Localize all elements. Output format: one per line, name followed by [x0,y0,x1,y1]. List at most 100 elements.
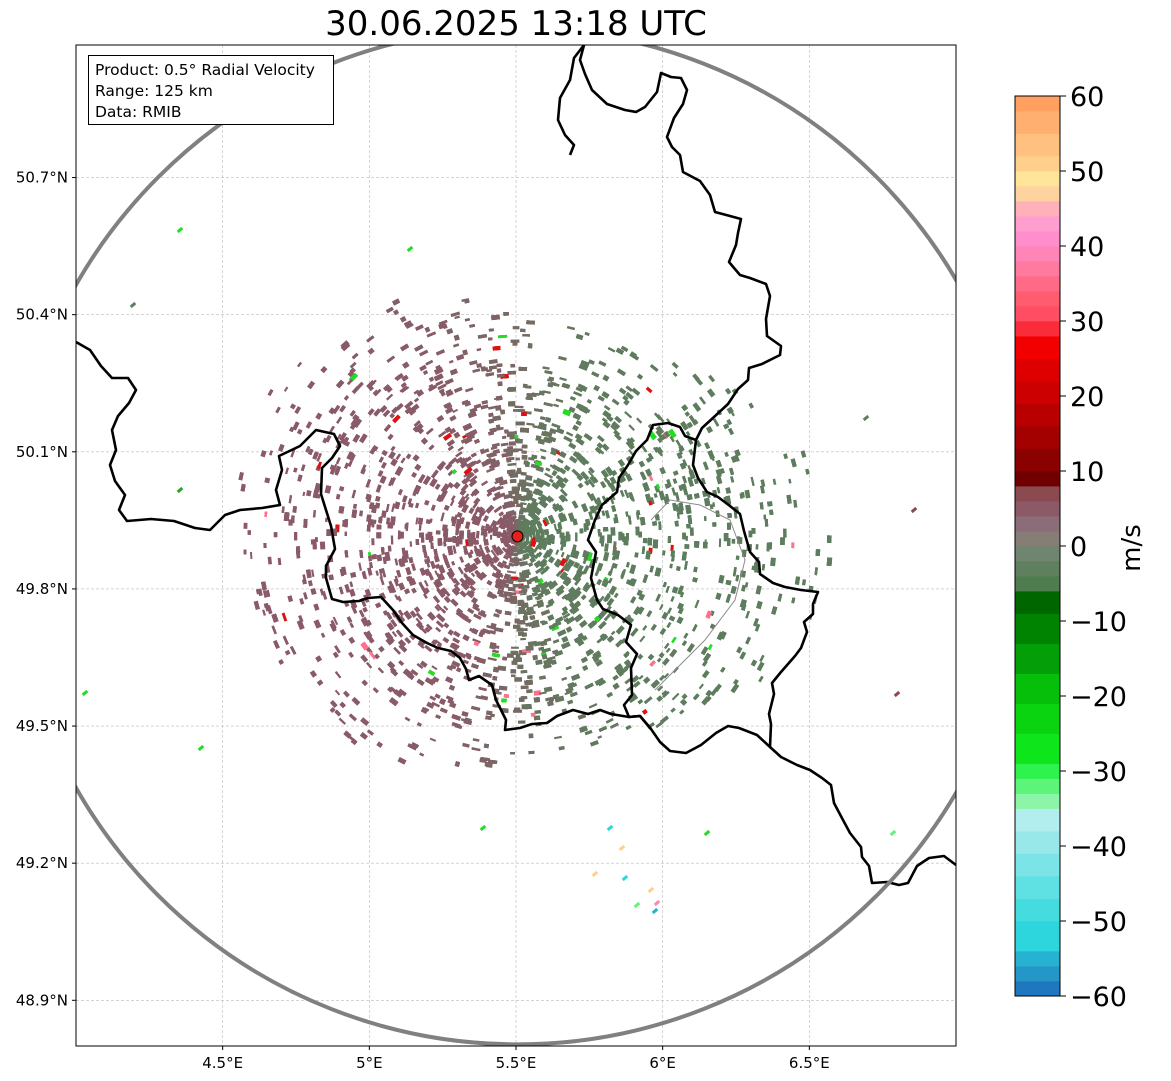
echo-gate [637,606,645,615]
echo-gate [539,494,549,502]
echo-gate [313,603,320,611]
echo-gate [551,469,558,477]
echo-gate [527,640,538,647]
echo-gate [361,679,369,687]
echo-gate [524,474,533,481]
echo-gate [385,386,393,393]
echo-gate [554,559,563,568]
echo-gate [639,635,646,643]
echo-gate [448,427,457,435]
echo-gate [391,503,396,513]
echo-gate [493,505,503,514]
echo-gate [426,562,431,568]
echo-gate [455,451,463,458]
echo-gate [671,692,680,701]
echo-gate [686,421,694,429]
echo-gate [533,505,542,513]
echo-gate [756,661,765,672]
echo-gate [783,453,789,460]
echo-gate [299,598,305,605]
echo-gate [606,534,613,544]
echo-gate [367,408,375,416]
echo-gate [541,620,548,626]
echo-gate [296,361,303,368]
echo-gate [359,510,364,517]
echo-gate [582,583,592,593]
echo-gate [677,585,685,595]
echo-gate [502,512,511,519]
echo-gate [793,499,798,508]
echo-gate [298,614,304,623]
echo-gate [372,687,379,694]
echo-gate [791,542,795,549]
echo-gate [553,523,558,531]
echo-gate [528,733,534,739]
echo-gate [605,717,614,724]
echo-gate [388,580,394,588]
echo-gate [536,577,544,585]
echo-gate [463,471,471,478]
echo-gate [566,325,576,331]
echo-gate [424,644,433,653]
echo-gate [550,625,560,632]
echo-gate [422,593,428,599]
echo-gate [788,478,792,484]
echo-gate [601,417,608,424]
echo-gate [371,538,375,546]
echo-gate [349,361,357,369]
echo-gate [334,689,341,696]
echo-gate [551,659,557,666]
echo-gate [735,555,740,560]
echo-gate [659,627,667,636]
echo-gate [281,612,288,622]
echo-gate [681,693,688,700]
echo-gate [426,701,435,709]
echo-gate [559,557,567,567]
echo-gate [634,552,639,558]
echo-gate [360,654,369,663]
echo-gate [460,461,468,469]
echo-gate [344,583,351,593]
echo-gate [452,630,461,638]
echo-gate [532,654,539,661]
echo-gate [461,711,469,717]
echo-gate [434,563,441,570]
echo-gate [311,569,315,578]
echo-gate [456,511,463,519]
echo-gate [264,477,271,484]
echo-gate [526,422,535,426]
echo-gate [628,449,634,456]
echo-gate [659,466,667,475]
echo-gate [490,445,498,451]
echo-gate [540,609,551,616]
echo-gate [338,717,347,725]
echo-gate [267,556,272,565]
echo-gate [612,399,618,404]
echo-gate [637,653,644,660]
echo-gate [552,620,562,628]
echo-gate [650,623,657,631]
echo-gate [463,436,473,445]
echo-gate [411,471,418,478]
echo-gate [681,475,688,484]
echo-gate [360,717,370,727]
echo-gate [425,623,433,631]
echo-gate [452,408,459,414]
echo-gate [538,421,544,426]
echo-gate [416,722,422,727]
echo-gate [335,493,341,500]
echo-gate [555,588,565,597]
echo-gate [332,616,339,626]
echo-gate [491,442,500,448]
echo-gate [428,376,435,383]
echo-gate [394,575,399,583]
echo-gate [336,433,342,440]
echo-gate [527,674,533,680]
echo-gate [526,689,533,694]
echo-gate [434,605,441,612]
velocity-echoes [81,226,918,915]
echo-gate [458,651,467,659]
echo-gate [567,681,576,689]
echo-gate [329,699,338,709]
echo-gate [517,720,526,724]
